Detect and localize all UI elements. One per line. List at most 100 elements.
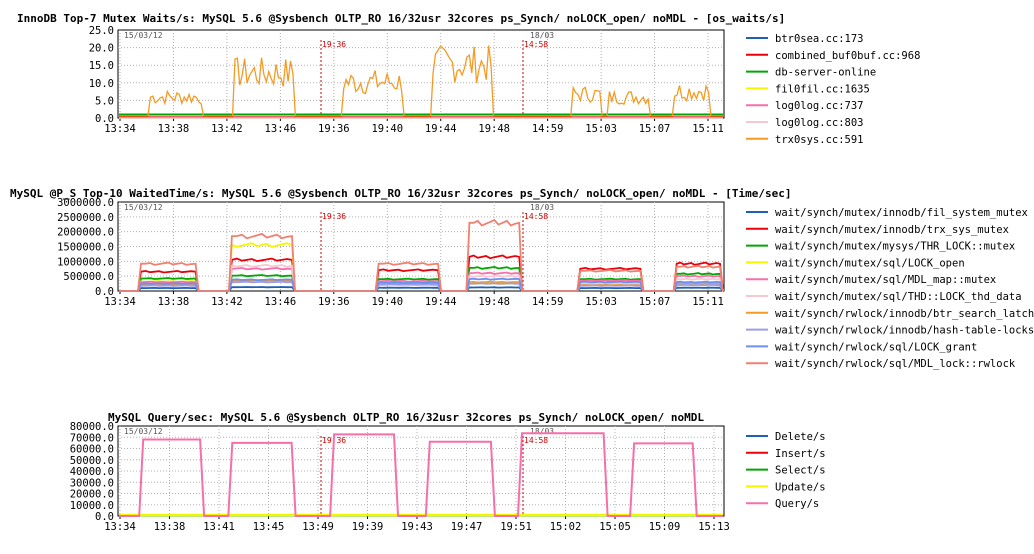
legend-item: trx0sys.cc:591 bbox=[746, 134, 864, 146]
x-tick-label: 13:49 bbox=[302, 521, 334, 533]
x-tick-label: 19:40 bbox=[371, 296, 403, 308]
legend-item: btr0sea.cc:173 bbox=[746, 33, 864, 45]
chart-title: MySQL Query/sec: MySQL 5.6 @Sysbench OLT… bbox=[108, 411, 704, 424]
x-tick-label: 19:44 bbox=[425, 123, 457, 135]
chart-panel-1: InnoDB Top-7 Mutex Waits/s: MySQL 5.6 @S… bbox=[17, 12, 920, 146]
legend-label: Insert/s bbox=[775, 448, 826, 460]
x-tick-label: 13:42 bbox=[211, 296, 243, 308]
legend-label: log0log.cc:803 bbox=[775, 117, 864, 129]
legend-label: Delete/s bbox=[775, 431, 826, 443]
x-tick-label: 13:42 bbox=[211, 123, 243, 135]
legend-item: wait/synch/mutex/innodb/trx_sys_mutex bbox=[746, 224, 1009, 236]
x-tick-label: 13:34 bbox=[104, 296, 136, 308]
legend-item: wait/synch/mutex/innodb/fil_system_mutex bbox=[746, 207, 1028, 219]
legend-item: Query/s bbox=[746, 498, 819, 510]
y-tick-label: 10.0 bbox=[89, 78, 114, 90]
x-tick-label: 14:59 bbox=[532, 123, 564, 135]
legend-item: Update/s bbox=[746, 481, 826, 493]
legend-label: Update/s bbox=[775, 481, 826, 493]
date-label: 15/03/12 bbox=[124, 31, 163, 40]
time-marker-label: 19:36 bbox=[322, 212, 346, 221]
x-tick-label: 19:36 bbox=[318, 123, 350, 135]
x-tick-label: 13:41 bbox=[203, 521, 235, 533]
x-tick-label: 13:38 bbox=[158, 123, 190, 135]
y-tick-label: 1500000.0 bbox=[57, 242, 114, 254]
y-tick-label: 2500000.0 bbox=[57, 212, 114, 224]
legend-item: fil0fil.cc:1635 bbox=[746, 83, 870, 95]
y-tick-label: 10000.0 bbox=[70, 500, 114, 512]
x-tick-label: 13:45 bbox=[253, 521, 285, 533]
x-tick-label: 19:36 bbox=[318, 296, 350, 308]
legend-label: wait/synch/mutex/sql/MDL_map::mutex bbox=[775, 274, 996, 286]
x-tick-label: 15:09 bbox=[649, 521, 681, 533]
legend-label: Select/s bbox=[775, 465, 826, 477]
y-tick-label: 30000.0 bbox=[70, 477, 114, 489]
legend-label: combined_buf0buf.cc:968 bbox=[775, 50, 920, 62]
legend-item: wait/synch/rwlock/innodb/btr_search_latc… bbox=[746, 308, 1034, 320]
y-tick-label: 40000.0 bbox=[70, 466, 114, 478]
x-tick-label: 13:38 bbox=[154, 521, 186, 533]
x-tick-label: 15:07 bbox=[639, 123, 671, 135]
chart-title: InnoDB Top-7 Mutex Waits/s: MySQL 5.6 @S… bbox=[17, 12, 785, 25]
date-label: 15/03/12 bbox=[124, 427, 163, 436]
legend-label: trx0sys.cc:591 bbox=[775, 134, 864, 146]
x-tick-label: 19:39 bbox=[352, 521, 384, 533]
legend-item: Select/s bbox=[746, 465, 826, 477]
y-tick-label: 80000.0 bbox=[70, 421, 114, 433]
x-tick-label: 15:03 bbox=[585, 296, 617, 308]
x-tick-label: 19:44 bbox=[425, 296, 457, 308]
y-tick-label: 20.0 bbox=[89, 43, 114, 55]
y-tick-label: 70000.0 bbox=[70, 432, 114, 444]
date-label: 18/03 bbox=[530, 203, 554, 212]
date-label: 15/03/12 bbox=[124, 203, 163, 212]
legend-label: wait/synch/rwlock/sql/MDL_lock::rwlock bbox=[775, 358, 1016, 370]
legend-label: wait/synch/rwlock/innodb/btr_search_latc… bbox=[775, 308, 1034, 320]
x-tick-label: 15:05 bbox=[599, 521, 631, 533]
legend-item: wait/synch/rwlock/sql/MDL_lock::rwlock bbox=[746, 358, 1016, 370]
time-marker-label: 14:58 bbox=[524, 436, 548, 445]
x-tick-label: 15:02 bbox=[550, 521, 582, 533]
x-tick-label: 19:48 bbox=[478, 296, 510, 308]
y-tick-label: 20000.0 bbox=[70, 489, 114, 501]
series-line-trx0sys bbox=[119, 45, 723, 117]
y-tick-label: 3000000.0 bbox=[57, 197, 114, 209]
series-line-10 bbox=[119, 218, 724, 292]
chart-title: MySQL @P_S Top-10 WaitedTime/s: MySQL 5.… bbox=[10, 187, 791, 200]
x-tick-label: 15:11 bbox=[692, 123, 724, 135]
x-tick-label: 13:46 bbox=[265, 296, 297, 308]
y-tick-label: 5.0 bbox=[95, 95, 114, 107]
legend-label: fil0fil.cc:1635 bbox=[775, 83, 870, 95]
legend-label: db-server-online bbox=[775, 67, 876, 79]
x-tick-label: 19:43 bbox=[401, 521, 433, 533]
legend-label: wait/synch/mutex/sql/LOCK_open bbox=[775, 257, 965, 269]
legend-label: wait/synch/rwlock/sql/LOCK_grant bbox=[775, 341, 977, 353]
date-label: 18/03 bbox=[530, 31, 554, 40]
legend-item: wait/synch/rwlock/sql/LOCK_grant bbox=[746, 341, 977, 353]
legend-item: log0log.cc:737 bbox=[746, 100, 864, 112]
legend-label: wait/synch/mutex/innodb/fil_system_mutex bbox=[775, 207, 1028, 219]
date-label: 18/03 bbox=[530, 427, 554, 436]
chart-panel-2: MySQL @P_S Top-10 WaitedTime/s: MySQL 5.… bbox=[10, 187, 1034, 370]
y-tick-label: 50000.0 bbox=[70, 455, 114, 467]
x-tick-label: 13:46 bbox=[265, 123, 297, 135]
legend-item: Insert/s bbox=[746, 448, 826, 460]
y-tick-label: 1000000.0 bbox=[57, 256, 114, 268]
y-tick-label: 0.0 bbox=[95, 286, 114, 298]
y-tick-label: 0.0 bbox=[95, 511, 114, 523]
legend-item: wait/synch/rwlock/innodb/hash-table-lock… bbox=[746, 325, 1034, 337]
legend-item: Delete/s bbox=[746, 431, 826, 443]
legend-item: combined_buf0buf.cc:968 bbox=[746, 50, 920, 62]
legend-item: db-server-online bbox=[746, 67, 876, 79]
series-layer bbox=[119, 432, 723, 517]
time-marker-label: 14:58 bbox=[524, 40, 548, 49]
x-tick-label: 13:34 bbox=[104, 123, 136, 135]
legend-label: log0log.cc:737 bbox=[775, 100, 864, 112]
y-tick-label: 500000.0 bbox=[63, 271, 114, 283]
y-tick-label: 15.0 bbox=[89, 60, 114, 72]
legend-label: wait/synch/mutex/sql/THD::LOCK_thd_data bbox=[775, 291, 1022, 303]
legend-item: log0log.cc:803 bbox=[746, 117, 864, 129]
x-tick-label: 19:51 bbox=[500, 521, 532, 533]
legend-label: wait/synch/rwlock/innodb/hash-table-lock… bbox=[775, 325, 1034, 337]
x-tick-label: 19:48 bbox=[478, 123, 510, 135]
